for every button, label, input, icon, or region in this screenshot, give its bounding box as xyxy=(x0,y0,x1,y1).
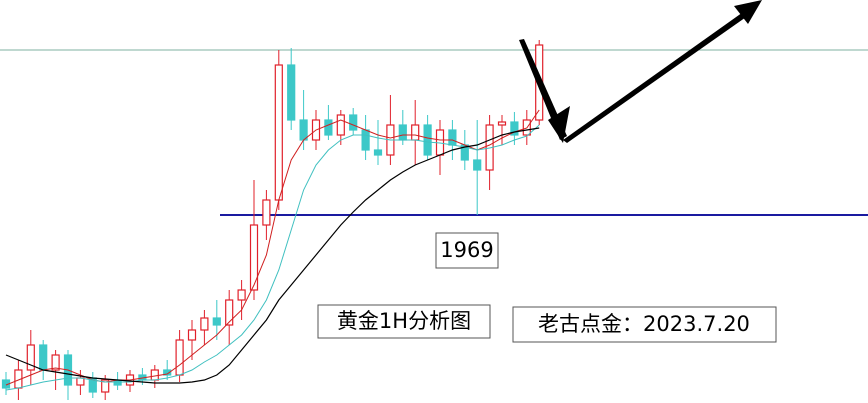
label-box xyxy=(317,304,491,339)
candle-body xyxy=(175,339,184,376)
candle-body xyxy=(411,124,420,141)
candle-body xyxy=(336,114,345,136)
label-box xyxy=(512,306,777,343)
candle-body xyxy=(448,129,457,146)
candle-body xyxy=(510,121,519,136)
candle-body xyxy=(76,377,85,386)
candle-body xyxy=(163,369,172,376)
candle-body xyxy=(101,379,110,393)
arrow-up xyxy=(563,10,749,143)
candle-body xyxy=(299,119,308,141)
candle-body xyxy=(187,329,197,341)
candle-body xyxy=(473,159,482,171)
arrows xyxy=(519,0,762,143)
arrow-down xyxy=(519,39,567,140)
candle-body xyxy=(287,64,296,121)
candle-body xyxy=(200,317,209,331)
label-box xyxy=(435,232,499,269)
candle-body xyxy=(39,344,48,371)
arrow-head xyxy=(548,106,570,143)
candle-body xyxy=(497,121,507,126)
candle-body xyxy=(225,299,234,326)
candle-body xyxy=(373,149,383,156)
ma-line xyxy=(5,127,540,384)
level-text: 1969 xyxy=(440,238,493,262)
candle-body xyxy=(398,124,407,141)
candle-body xyxy=(324,119,333,136)
candle-body xyxy=(237,289,246,301)
candle-body xyxy=(51,354,60,371)
candle-body xyxy=(361,129,370,151)
annotation-text: 黄金1H分析图 xyxy=(337,309,471,333)
candle-body xyxy=(423,124,432,156)
annotation: 黄金1H分析图 xyxy=(317,304,491,339)
ma-line xyxy=(5,124,540,391)
candle-body xyxy=(262,199,271,226)
annotation-text: 老古点金：2023.7.20 xyxy=(538,312,750,336)
candle-body xyxy=(150,369,159,381)
arrow-head xyxy=(734,0,762,24)
level-label: 1969 xyxy=(435,232,499,269)
candle-body xyxy=(212,317,221,326)
candle-body xyxy=(349,114,358,131)
candle-body xyxy=(26,344,35,371)
candle-body xyxy=(249,224,259,291)
annotation: 老古点金：2023.7.20 xyxy=(512,306,777,343)
candle-body xyxy=(274,64,283,201)
